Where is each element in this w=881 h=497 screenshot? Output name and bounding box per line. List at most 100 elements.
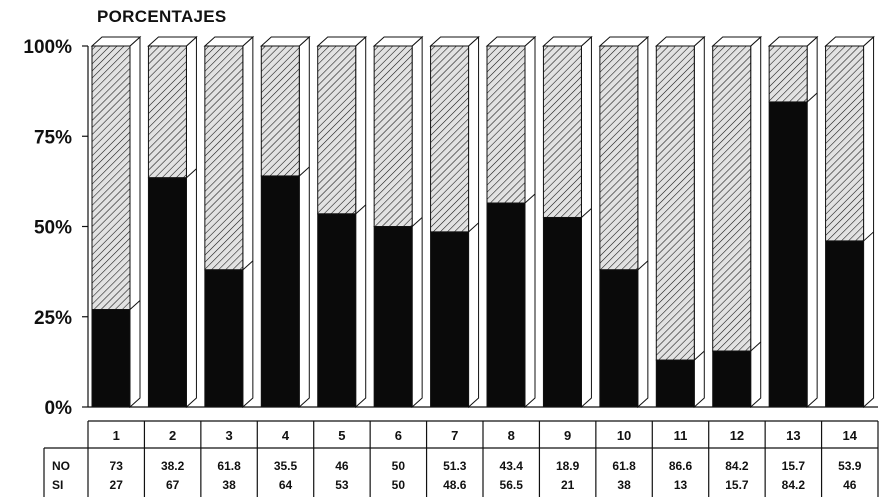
bar-boundary-edge bbox=[411, 217, 423, 227]
bar-no-segment bbox=[373, 45, 413, 227]
bar-no-segment bbox=[430, 45, 470, 233]
bar-si-segment bbox=[825, 240, 865, 408]
data-label: 18.9 bbox=[556, 459, 580, 473]
data-label: 50 bbox=[392, 478, 406, 492]
bar-side-face bbox=[637, 35, 649, 409]
bar-no-segment bbox=[91, 45, 131, 311]
bar-no-segment bbox=[655, 45, 695, 361]
bar-si-segment bbox=[768, 101, 808, 408]
x-tick-label: 1 bbox=[113, 428, 120, 443]
data-label: 84.2 bbox=[725, 459, 749, 473]
bar-si-segment bbox=[147, 177, 187, 408]
bar-side-face bbox=[863, 35, 875, 409]
data-label: 35.5 bbox=[274, 459, 298, 473]
data-label: 51.3 bbox=[443, 459, 467, 473]
x-tick-label: 13 bbox=[786, 428, 800, 443]
bar-boundary-edge bbox=[468, 222, 479, 233]
bar-si-segment bbox=[317, 213, 357, 408]
data-label: 53.9 bbox=[838, 459, 862, 473]
data-label: 86.6 bbox=[669, 459, 693, 473]
bar-si-segment bbox=[542, 216, 582, 408]
bar-group bbox=[203, 35, 255, 409]
data-label: 15.7 bbox=[725, 478, 749, 492]
bar-group bbox=[316, 35, 368, 409]
data-label: 38 bbox=[617, 478, 631, 492]
data-label: 64 bbox=[279, 478, 293, 492]
bar-group bbox=[598, 35, 650, 409]
series-row-label: SI bbox=[52, 478, 63, 492]
y-tick-label: 50% bbox=[34, 218, 72, 239]
bar-no-segment bbox=[712, 45, 752, 352]
x-tick-label: 8 bbox=[508, 428, 515, 443]
bar-side-face bbox=[185, 35, 197, 409]
x-tick-label: 6 bbox=[395, 428, 402, 443]
bar-boundary-edge bbox=[806, 92, 818, 103]
data-label: 38 bbox=[222, 478, 236, 492]
bar-boundary-edge bbox=[693, 350, 705, 361]
bar-boundary-edge bbox=[242, 260, 254, 271]
bar-group bbox=[767, 35, 819, 409]
x-tick-label: 3 bbox=[225, 428, 232, 443]
data-label: 38.2 bbox=[161, 459, 185, 473]
x-tick-label: 10 bbox=[617, 428, 631, 443]
x-tick-label: 11 bbox=[674, 428, 688, 443]
y-tick-label: 75% bbox=[34, 127, 72, 148]
bar-side-face bbox=[580, 35, 592, 409]
bar-no-segment bbox=[204, 45, 244, 271]
bar-boundary-edge bbox=[637, 260, 649, 271]
x-tick-label: 14 bbox=[843, 428, 858, 443]
data-label: 61.8 bbox=[217, 459, 241, 473]
x-tick-label: 4 bbox=[282, 428, 290, 443]
data-label: 46 bbox=[335, 459, 349, 473]
bar-boundary-edge bbox=[355, 204, 367, 215]
bar-no-segment bbox=[599, 45, 639, 271]
y-tick-label: 0% bbox=[45, 398, 73, 419]
bar-si-segment bbox=[373, 226, 413, 408]
bar-si-segment bbox=[430, 231, 470, 408]
bar-group bbox=[711, 35, 763, 409]
bar-no-segment bbox=[486, 45, 526, 204]
bar-boundary-edge bbox=[750, 341, 762, 352]
data-label: 73 bbox=[110, 459, 124, 473]
bar-side-face bbox=[806, 35, 818, 409]
bar-side-face bbox=[242, 35, 254, 409]
bar-boundary-edge bbox=[129, 300, 141, 310]
bar-si-segment bbox=[204, 269, 244, 408]
bar-si-segment bbox=[91, 309, 131, 408]
bar-group bbox=[654, 35, 706, 409]
x-tick-label: 5 bbox=[338, 428, 345, 443]
chart-title: PORCENTAJES bbox=[97, 7, 227, 26]
bar-si-segment bbox=[712, 350, 752, 408]
bar-boundary-edge bbox=[581, 208, 592, 218]
bar-no-segment bbox=[147, 45, 187, 179]
bar-side-face bbox=[750, 35, 762, 409]
bar-no-segment bbox=[768, 45, 808, 103]
data-label: 27 bbox=[110, 478, 124, 492]
bar-side-face bbox=[298, 35, 310, 409]
data-label: 15.7 bbox=[782, 459, 806, 473]
data-label: 50 bbox=[392, 459, 406, 473]
bar-si-segment bbox=[486, 202, 526, 408]
bar-side-face bbox=[355, 35, 367, 409]
x-tick-label: 9 bbox=[564, 428, 571, 443]
bar-side-face bbox=[129, 35, 141, 409]
data-label: 84.2 bbox=[782, 478, 806, 492]
data-label: 61.8 bbox=[612, 459, 636, 473]
bar-group bbox=[429, 35, 480, 409]
data-label: 43.4 bbox=[500, 459, 524, 473]
y-tick-label: 100% bbox=[23, 37, 72, 58]
x-tick-label: 12 bbox=[730, 428, 744, 443]
data-label: 21 bbox=[561, 478, 575, 492]
bar-side-face bbox=[693, 35, 705, 409]
bar-side-face bbox=[468, 35, 480, 409]
bar-group bbox=[90, 35, 142, 409]
series-row-label: NO bbox=[52, 459, 70, 473]
bar-group bbox=[485, 35, 537, 409]
bar-boundary-edge bbox=[186, 168, 197, 179]
x-tick-label: 2 bbox=[169, 428, 176, 443]
data-label: 67 bbox=[166, 478, 180, 492]
bar-group bbox=[824, 35, 875, 409]
bar-group bbox=[259, 35, 311, 409]
bar-no-segment bbox=[317, 45, 357, 215]
